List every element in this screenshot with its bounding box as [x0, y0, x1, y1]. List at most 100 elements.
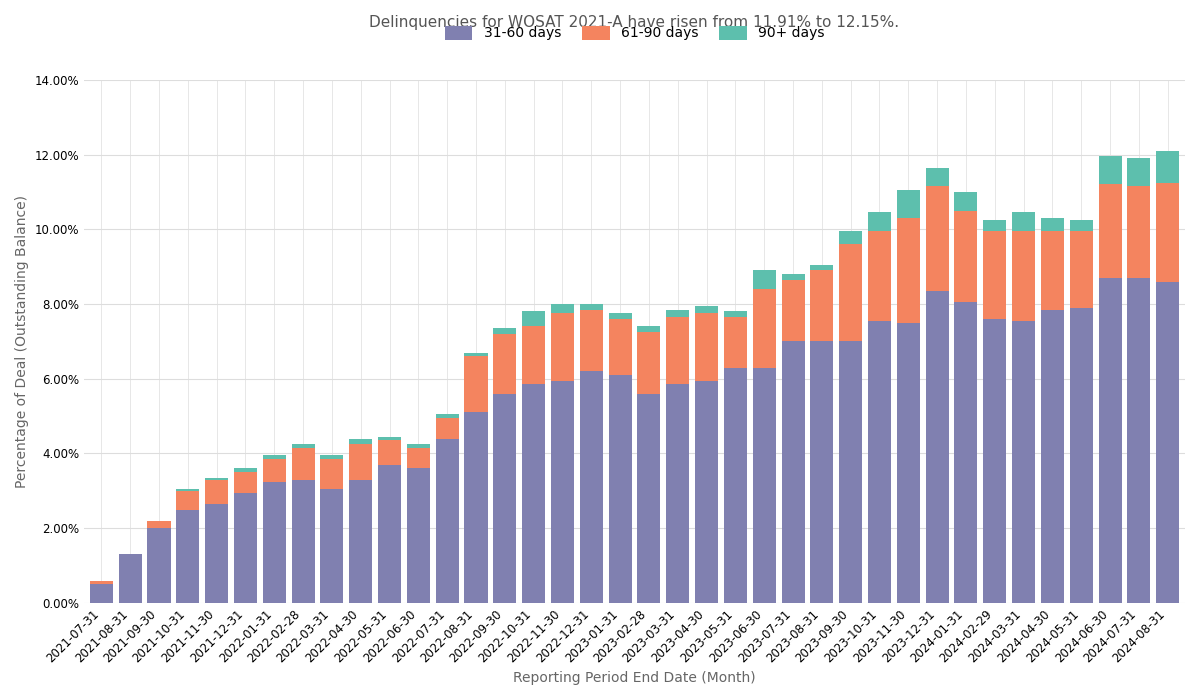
Bar: [781, 280, 804, 342]
Bar: [436, 438, 458, 603]
Bar: [493, 393, 516, 603]
Bar: [407, 468, 430, 603]
Bar: [839, 244, 863, 342]
Bar: [1040, 218, 1064, 231]
Bar: [954, 302, 978, 603]
Bar: [522, 326, 545, 384]
Bar: [1069, 220, 1093, 231]
Bar: [608, 314, 631, 319]
Bar: [349, 480, 372, 603]
Bar: [580, 304, 602, 309]
Bar: [695, 381, 718, 603]
X-axis label: Reporting Period End Date (Month): Reporting Period End Date (Month): [514, 671, 756, 685]
Bar: [148, 521, 170, 528]
Bar: [868, 321, 892, 603]
Bar: [292, 444, 314, 448]
Bar: [349, 444, 372, 480]
Bar: [868, 231, 892, 321]
Bar: [205, 504, 228, 603]
Bar: [608, 319, 631, 375]
Bar: [522, 312, 545, 326]
Bar: [234, 468, 257, 472]
Bar: [407, 444, 430, 448]
Bar: [464, 353, 487, 356]
Bar: [1098, 278, 1122, 603]
Bar: [1040, 231, 1064, 309]
Bar: [551, 304, 574, 314]
Bar: [464, 412, 487, 603]
Bar: [320, 489, 343, 603]
Bar: [292, 448, 314, 480]
Bar: [724, 312, 746, 317]
Bar: [666, 309, 689, 317]
Bar: [954, 211, 978, 302]
Bar: [263, 455, 286, 459]
Bar: [1156, 150, 1180, 183]
Bar: [90, 584, 113, 603]
Bar: [1069, 231, 1093, 308]
Bar: [637, 326, 660, 332]
Bar: [781, 342, 804, 603]
Bar: [666, 384, 689, 603]
Bar: [1069, 308, 1093, 603]
Bar: [810, 265, 833, 270]
Bar: [90, 580, 113, 584]
Bar: [436, 418, 458, 438]
Bar: [407, 448, 430, 468]
Bar: [983, 231, 1007, 319]
Bar: [810, 342, 833, 603]
Bar: [781, 274, 804, 280]
Bar: [234, 493, 257, 603]
Bar: [839, 342, 863, 603]
Bar: [983, 319, 1007, 603]
Bar: [378, 440, 401, 465]
Bar: [752, 270, 775, 289]
Bar: [925, 186, 949, 291]
Bar: [724, 368, 746, 603]
Bar: [119, 554, 142, 603]
Bar: [1012, 212, 1036, 231]
Bar: [580, 309, 602, 371]
Bar: [925, 291, 949, 603]
Bar: [205, 480, 228, 504]
Bar: [1156, 281, 1180, 603]
Bar: [695, 306, 718, 314]
Bar: [522, 384, 545, 603]
Bar: [464, 356, 487, 412]
Bar: [637, 332, 660, 393]
Bar: [1098, 184, 1122, 278]
Bar: [1012, 231, 1036, 321]
Bar: [176, 491, 199, 510]
Bar: [436, 414, 458, 418]
Bar: [752, 368, 775, 603]
Bar: [580, 371, 602, 603]
Bar: [378, 437, 401, 440]
Bar: [205, 478, 228, 480]
Bar: [695, 314, 718, 381]
Bar: [868, 212, 892, 231]
Bar: [263, 459, 286, 482]
Bar: [896, 218, 920, 323]
Bar: [349, 438, 372, 444]
Bar: [551, 314, 574, 381]
Bar: [148, 528, 170, 603]
Bar: [1012, 321, 1036, 603]
Bar: [320, 455, 343, 459]
Bar: [292, 480, 314, 603]
Bar: [983, 220, 1007, 231]
Bar: [954, 192, 978, 211]
Bar: [896, 190, 920, 218]
Bar: [263, 482, 286, 603]
Bar: [493, 334, 516, 393]
Bar: [1127, 158, 1151, 186]
Bar: [925, 167, 949, 186]
Bar: [1156, 183, 1180, 281]
Title: Delinquencies for WOSAT 2021-A have risen from 11.91% to 12.15%.: Delinquencies for WOSAT 2021-A have rise…: [370, 15, 900, 30]
Bar: [810, 270, 833, 342]
Bar: [1098, 156, 1122, 184]
Bar: [1127, 186, 1151, 278]
Bar: [1040, 309, 1064, 603]
Bar: [551, 381, 574, 603]
Y-axis label: Percentage of Deal (Outstanding Balance): Percentage of Deal (Outstanding Balance): [16, 195, 29, 488]
Bar: [234, 473, 257, 493]
